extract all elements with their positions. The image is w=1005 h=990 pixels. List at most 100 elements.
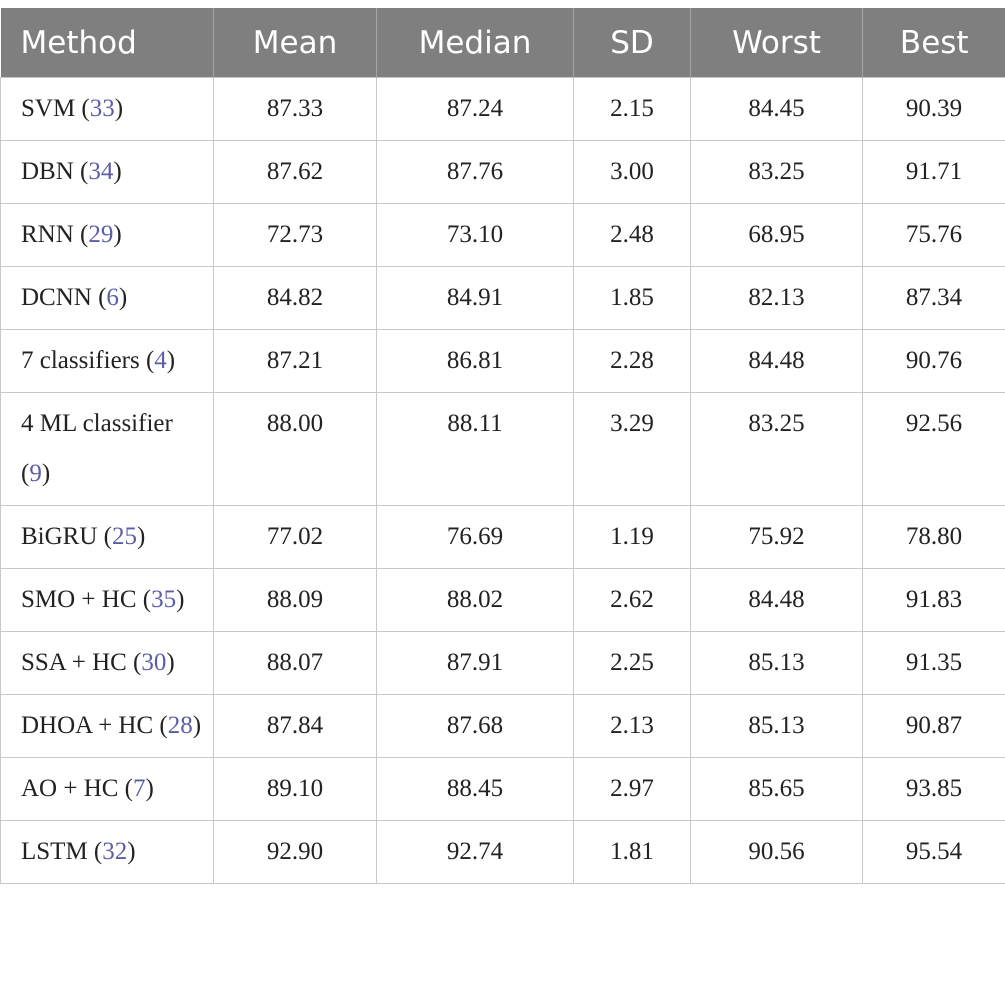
column-header: Best bbox=[863, 8, 1005, 78]
method-text: ) bbox=[113, 221, 121, 248]
value-cell: 87.24 bbox=[377, 78, 574, 141]
value-cell: 1.81 bbox=[574, 821, 691, 884]
method-cell: 7 classifiers (4) bbox=[1, 330, 214, 393]
value-cell: 83.25 bbox=[691, 393, 863, 506]
reference: 28 bbox=[168, 712, 193, 739]
value-cell: 84.48 bbox=[691, 330, 863, 393]
method-text: 7 classifiers ( bbox=[21, 347, 154, 374]
value-cell: 76.69 bbox=[377, 506, 574, 569]
value-cell: 87.84 bbox=[214, 695, 377, 758]
method-text: ) bbox=[146, 775, 154, 802]
value-cell: 77.02 bbox=[214, 506, 377, 569]
value-cell: 91.83 bbox=[863, 569, 1005, 632]
value-cell: 68.95 bbox=[691, 204, 863, 267]
value-cell: 75.92 bbox=[691, 506, 863, 569]
method-text: ) bbox=[115, 95, 123, 122]
method-text: ) bbox=[113, 158, 121, 185]
method-text: ) bbox=[42, 460, 50, 487]
method-cell: DHOA + HC (28) bbox=[1, 695, 214, 758]
value-cell: 88.11 bbox=[377, 393, 574, 506]
method-text: ) bbox=[137, 523, 145, 550]
method-text: DHOA + HC ( bbox=[21, 712, 168, 739]
value-cell: 92.90 bbox=[214, 821, 377, 884]
method-text: ) bbox=[176, 586, 184, 613]
method-cell: LSTM (32) bbox=[1, 821, 214, 884]
reference: 29 bbox=[88, 221, 113, 248]
value-cell: 87.62 bbox=[214, 141, 377, 204]
value-cell: 2.15 bbox=[574, 78, 691, 141]
value-cell: 2.13 bbox=[574, 695, 691, 758]
value-cell: 82.13 bbox=[691, 267, 863, 330]
page: {"table": { "header": ["Method", "Mean",… bbox=[0, 8, 1005, 990]
method-text: ) bbox=[166, 649, 174, 676]
method-cell: DBN (34) bbox=[1, 141, 214, 204]
value-cell: 95.54 bbox=[863, 821, 1005, 884]
method-text: ) bbox=[193, 712, 201, 739]
method-text: DCNN ( bbox=[21, 284, 106, 311]
value-cell: 88.45 bbox=[377, 758, 574, 821]
value-cell: 90.39 bbox=[863, 78, 1005, 141]
value-cell: 2.48 bbox=[574, 204, 691, 267]
method-cell: AO + HC (7) bbox=[1, 758, 214, 821]
value-cell: 1.85 bbox=[574, 267, 691, 330]
value-cell: 92.56 bbox=[863, 393, 1005, 506]
reference: 25 bbox=[112, 523, 137, 550]
value-cell: 73.10 bbox=[377, 204, 574, 267]
value-cell: 87.33 bbox=[214, 78, 377, 141]
method-text: RNN ( bbox=[21, 221, 88, 248]
value-cell: 87.34 bbox=[863, 267, 1005, 330]
value-cell: 84.45 bbox=[691, 78, 863, 141]
reference: 30 bbox=[141, 649, 166, 676]
value-cell: 88.00 bbox=[214, 393, 377, 506]
value-cell: 88.02 bbox=[377, 569, 574, 632]
value-cell: 72.73 bbox=[214, 204, 377, 267]
value-cell: 93.85 bbox=[863, 758, 1005, 821]
value-cell: 84.82 bbox=[214, 267, 377, 330]
method-text: ) bbox=[119, 284, 127, 311]
value-cell: 85.13 bbox=[691, 695, 863, 758]
reference: 35 bbox=[151, 586, 176, 613]
reference: 9 bbox=[29, 460, 42, 487]
column-header: Method bbox=[1, 8, 214, 78]
method-text: ) bbox=[127, 838, 135, 865]
method-text: SMO + HC ( bbox=[21, 586, 151, 613]
value-cell: 2.28 bbox=[574, 330, 691, 393]
reference: 33 bbox=[90, 95, 115, 122]
value-cell: 84.91 bbox=[377, 267, 574, 330]
reference: 6 bbox=[106, 284, 119, 311]
method-text: SSA + HC ( bbox=[21, 649, 141, 676]
value-cell: 91.35 bbox=[863, 632, 1005, 695]
value-cell: 3.00 bbox=[574, 141, 691, 204]
method-cell: RNN (29) bbox=[1, 204, 214, 267]
method-cell: SSA + HC (30) bbox=[1, 632, 214, 695]
value-cell: 87.68 bbox=[377, 695, 574, 758]
reference: 34 bbox=[88, 158, 113, 185]
reference: 7 bbox=[133, 775, 146, 802]
method-cell: SVM (33) bbox=[1, 78, 214, 141]
reference: 4 bbox=[154, 347, 167, 374]
value-cell: 90.56 bbox=[691, 821, 863, 884]
method-cell: 4 ML classifier (9) bbox=[1, 393, 214, 506]
method-cell: SMO + HC (35) bbox=[1, 569, 214, 632]
value-cell: 84.48 bbox=[691, 569, 863, 632]
value-cell: 88.07 bbox=[214, 632, 377, 695]
method-cell: BiGRU (25) bbox=[1, 506, 214, 569]
method-text: BiGRU ( bbox=[21, 523, 112, 550]
method-text: DBN ( bbox=[21, 158, 88, 185]
value-cell: 85.65 bbox=[691, 758, 863, 821]
column-header: Median bbox=[377, 8, 574, 78]
value-cell: 88.09 bbox=[214, 569, 377, 632]
method-text: AO + HC ( bbox=[21, 775, 133, 802]
method-text: ) bbox=[167, 347, 175, 374]
